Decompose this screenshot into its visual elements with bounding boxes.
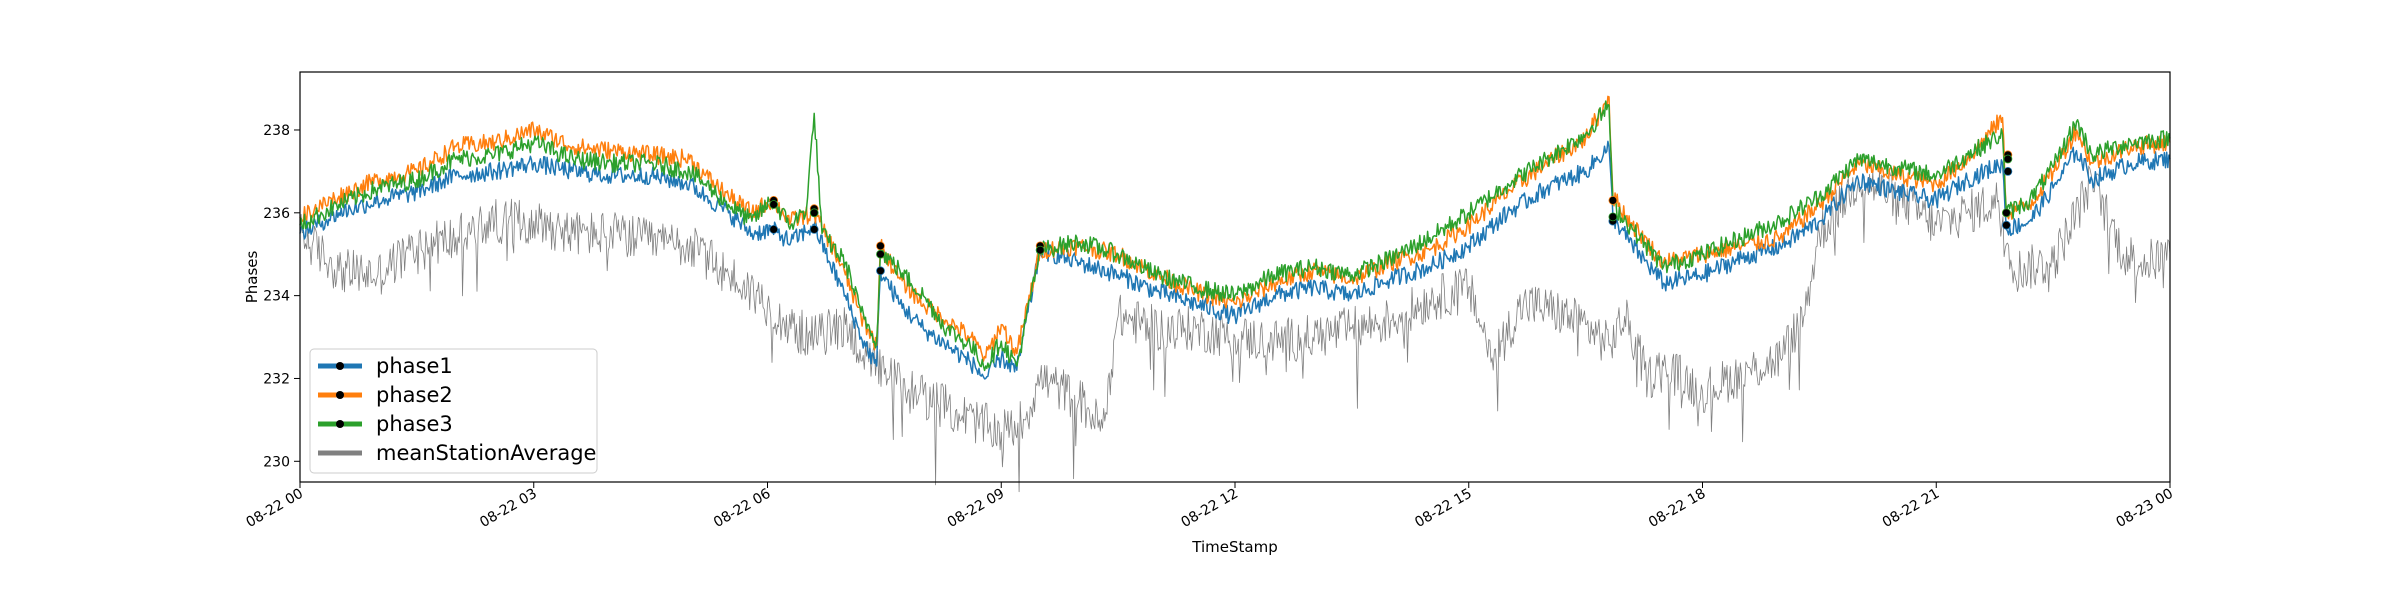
- y-tick-label: 234: [263, 289, 290, 305]
- legend-marker-phase1: [336, 362, 344, 370]
- marker-phase2: [1608, 195, 1618, 205]
- series-layer: [299, 95, 2171, 493]
- marker-phase3: [2003, 154, 2013, 164]
- marker-phase3: [2002, 208, 2011, 218]
- marker-phase3: [769, 200, 779, 209]
- legend-label-meanstationaverage: meanStationAverage: [376, 441, 596, 465]
- y-axis-label: Phases: [243, 251, 261, 304]
- marker-phase3: [1608, 212, 1618, 222]
- y-tick-label: 236: [263, 206, 290, 222]
- marker-layer: [769, 150, 2013, 276]
- legend-marker-phase2: [336, 391, 344, 399]
- legend-box: [309, 348, 598, 474]
- legend-label-phase2: phase2: [376, 383, 453, 407]
- series-line-phase1: [299, 140, 2171, 380]
- marker-phase1: [2002, 220, 2011, 230]
- series-line-phase3: [299, 100, 2171, 372]
- legend: phase1 phase2 phase3 meanStationAverage: [309, 348, 598, 474]
- legend-entry-phase1: phase1: [318, 354, 453, 378]
- y-tick-label: 238: [263, 123, 290, 139]
- marker-phase1: [769, 224, 779, 234]
- legend-label-phase3: phase3: [376, 412, 453, 436]
- legend-entry-meanstationaverage: meanStationAverage: [318, 441, 596, 465]
- legend-marker-phase3: [336, 420, 344, 428]
- marker-phase1: [809, 224, 819, 234]
- x-axis-label: TimeStamp: [1191, 538, 1277, 556]
- y-tick-label: 232: [263, 371, 290, 387]
- marker-phase1: [876, 266, 885, 276]
- marker-phase3: [1035, 245, 1045, 255]
- marker-phase3: [809, 208, 819, 218]
- y-axis: 230 232 234 236 238: [263, 123, 300, 470]
- marker-phase1: [2003, 166, 2013, 176]
- marker-phase3: [876, 249, 885, 259]
- marker-phase2: [876, 241, 885, 251]
- series-line-phase2: [299, 95, 2171, 362]
- legend-entry-phase2: phase2: [318, 383, 453, 407]
- legend-entry-phase3: phase3: [318, 412, 453, 436]
- y-tick-label: 230: [263, 454, 290, 470]
- legend-label-phase1: phase1: [376, 354, 453, 378]
